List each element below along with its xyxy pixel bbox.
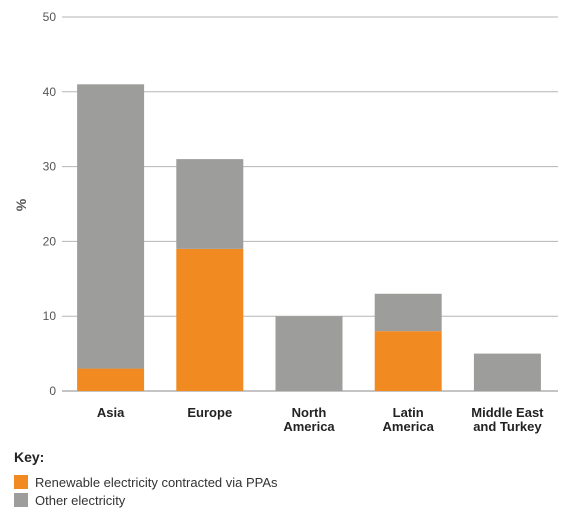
bars <box>77 84 541 391</box>
x-category-labels: Asia Europe North America Latin America Middle… <box>97 405 544 434</box>
bar-ppa-europe <box>176 248 244 391</box>
bar-other-latin-america <box>374 293 442 332</box>
legend-label-other: Other electricity <box>35 492 126 508</box>
x-category-label: Latin America <box>383 405 435 434</box>
y-tick-label: 10 <box>43 309 57 323</box>
x-category-label: North America <box>283 405 335 434</box>
y-tick-labels: 0 10 20 30 40 50 <box>43 10 57 398</box>
x-category-label: Middle East and Turkey <box>471 405 544 434</box>
y-tick-label: 30 <box>43 160 57 174</box>
legend-title: Key: <box>14 449 45 465</box>
y-tick-label: 50 <box>43 10 57 24</box>
legend-swatch-ppa <box>14 475 28 489</box>
bar-other-asia <box>77 84 145 369</box>
x-category-label: Europe <box>187 405 232 420</box>
bar-other-north-america <box>275 316 343 391</box>
bar-other-europe <box>176 159 244 249</box>
legend: Key: Renewable electricity contracted vi… <box>14 449 278 509</box>
legend-item-ppa: Renewable electricity contracted via PPA… <box>14 473 278 491</box>
stacked-bar-chart: 0 10 20 30 40 50 % Asia Europe North America Lati… <box>13 10 558 434</box>
bar-ppa-latin-america <box>374 331 442 391</box>
y-tick-label: 20 <box>43 234 57 248</box>
legend-item-other: Other electricity <box>14 491 278 509</box>
bar-other-middle-east-and-turkey <box>473 353 541 391</box>
x-category-label: Asia <box>97 405 125 420</box>
bar-ppa-asia <box>77 368 145 391</box>
legend-swatch-other <box>14 493 28 507</box>
y-tick-label: 40 <box>43 85 57 99</box>
legend-label-ppa: Renewable electricity contracted via PPA… <box>35 474 278 490</box>
y-axis-label: % <box>13 198 29 211</box>
y-tick-label: 0 <box>49 384 56 398</box>
